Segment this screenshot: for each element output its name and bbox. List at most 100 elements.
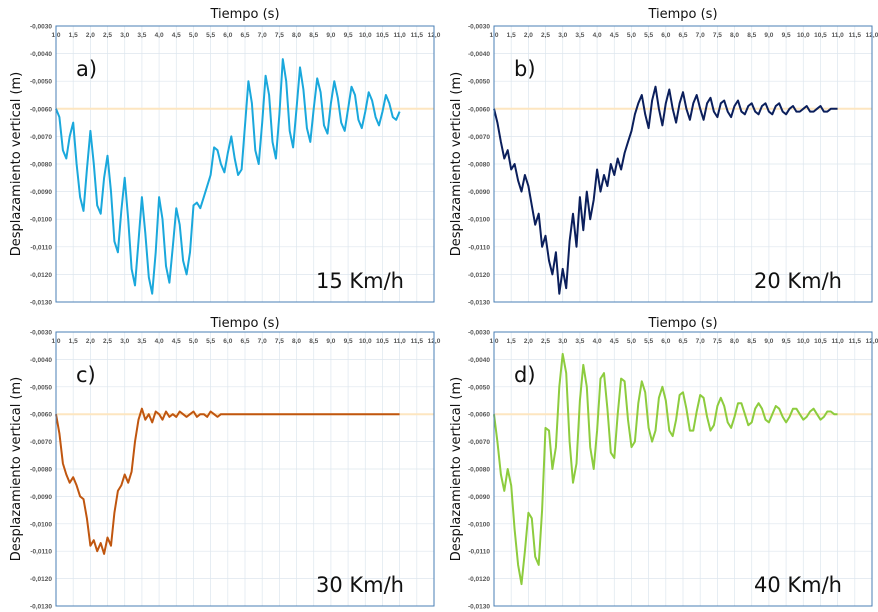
y-tick-label: -0,0090 (30, 494, 52, 501)
y-tick-label: -0,0100 (468, 217, 490, 224)
y-tick-label: -0,0130 (30, 300, 52, 307)
x-tick-label: 8,0 (292, 338, 301, 345)
y-tick-label: -0,0110 (30, 549, 52, 556)
x-tick-label: 9,5 (782, 338, 791, 345)
x-tick-label: 11,5 (411, 338, 424, 345)
x-tick-label: 4,5 (610, 338, 619, 345)
y-tick-label: -0,0110 (30, 244, 52, 251)
y-tick-label: -0,0130 (30, 604, 52, 611)
x-tick-label: 11,0 (393, 338, 406, 345)
y-tick-label: -0,0120 (468, 272, 490, 279)
x-tick-label: 4,0 (155, 338, 164, 345)
x-tick-label: 7,0 (696, 32, 705, 39)
y-tick-label: -0,0110 (468, 549, 490, 556)
y-tick-label: -0,0090 (30, 189, 52, 196)
x-tick-label: 3,5 (137, 32, 146, 39)
x-tick-label: 2,5 (103, 338, 112, 345)
x-tick-label: 7,0 (258, 32, 267, 39)
x-tick-label: 1,5 (507, 32, 516, 39)
chart-title: Tiempo (s) (209, 316, 279, 331)
x-tick-label: 8,5 (747, 338, 756, 345)
x-tick-label: 5,0 (189, 338, 198, 345)
x-tick-label: 2,5 (541, 32, 550, 39)
x-tick-label: 7,5 (275, 338, 284, 345)
x-tick-label: 10,0 (359, 338, 372, 345)
x-tick-label: 3,5 (575, 338, 584, 345)
y-tick-label: -0,0040 (30, 51, 52, 58)
y-tick-label: -0,0040 (468, 51, 490, 58)
y-tick-label: -0,0130 (468, 604, 490, 611)
x-tick-label: 1,5 (69, 338, 78, 345)
y-tick-label: -0,0080 (30, 162, 52, 169)
x-tick-label: 8,0 (730, 32, 739, 39)
panel-label: b) (514, 57, 536, 81)
chart-panel-3: 1,0 1,5 2,0 2,5 3,0 3,5 4,0 4,5 5,0 5,5 6,0 6,5 7,0 7… (9, 316, 441, 611)
y-tick-label: -0,0060 (468, 412, 490, 419)
series-line (55, 407, 400, 555)
x-tick-label: 7,5 (275, 32, 284, 39)
y-tick-label: -0,0090 (468, 189, 490, 196)
x-tick-label: 6,0 (223, 32, 232, 39)
x-tick-label: 2,5 (541, 338, 550, 345)
y-tick-label: -0,0030 (30, 24, 52, 31)
y-tick-label: -0,0050 (468, 384, 490, 391)
x-tick-label: 1,5 (507, 338, 516, 345)
x-tick-label: 11,0 (831, 338, 844, 345)
x-tick-label: 3,5 (575, 32, 584, 39)
x-tick-label: 8,0 (730, 338, 739, 345)
x-tick-label: 5,5 (206, 32, 215, 39)
y-axis-label: Desplazamiento vertical (m) (449, 72, 464, 257)
y-tick-label: -0,0070 (468, 439, 490, 446)
x-tick-label: 6,5 (240, 338, 249, 345)
x-tick-label: 4,0 (155, 32, 164, 39)
y-tick-label: -0,0120 (468, 576, 490, 583)
y-axis-label: Desplazamiento vertical (m) (9, 72, 24, 257)
x-tick-label: 6,5 (678, 32, 687, 39)
y-tick-label: -0,0080 (468, 162, 490, 169)
y-axis-label: Desplazamiento vertical (m) (449, 377, 464, 562)
panel-label: a) (76, 57, 97, 81)
y-axis-label: Desplazamiento vertical (m) (9, 377, 24, 562)
speed-annotation: 30 Km/h (316, 573, 404, 597)
x-tick-label: 5,5 (206, 338, 215, 345)
x-tick-label: 4,0 (593, 338, 602, 345)
x-tick-label: 11,0 (393, 32, 406, 39)
x-tick-label: 6,0 (223, 338, 232, 345)
x-tick-label: 5,5 (644, 32, 653, 39)
x-tick-label: 9,0 (326, 338, 335, 345)
y-tick-label: -0,0090 (468, 494, 490, 501)
chart-panel-4: 1,0 1,5 2,0 2,5 3,0 3,5 4,0 4,5 5,0 5,5 6,0 6,5 7,0 7… (449, 316, 878, 611)
y-tick-label: -0,0130 (468, 300, 490, 307)
y-tick-label: -0,0110 (468, 244, 490, 251)
plot-frame (55, 331, 435, 607)
speed-annotation: 20 Km/h (754, 269, 842, 293)
y-tick-label: -0,0100 (30, 217, 52, 224)
y-tick-label: -0,0050 (468, 79, 490, 86)
x-tick-label: 11,5 (849, 338, 862, 345)
x-tick-label: 5,0 (627, 338, 636, 345)
y-tick-label: -0,0070 (30, 439, 52, 446)
x-tick-label: 8,5 (309, 338, 318, 345)
chart-title: Tiempo (s) (647, 7, 717, 22)
y-tick-label: -0,0050 (30, 79, 52, 86)
x-tick-label: 8,0 (292, 32, 301, 39)
x-tick-label: 7,0 (258, 338, 267, 345)
x-tick-label: 2,0 (86, 32, 95, 39)
x-tick-label: 7,5 (713, 32, 722, 39)
x-tick-label: 3,5 (137, 338, 146, 345)
y-tick-label: -0,0100 (30, 521, 52, 528)
y-tick-label: -0,0060 (30, 106, 52, 113)
x-tick-label: 8,5 (309, 32, 318, 39)
x-tick-label: 9,0 (764, 32, 773, 39)
y-tick-label: -0,0030 (468, 330, 490, 337)
y-tick-label: -0,0050 (30, 384, 52, 391)
x-tick-label: 9,0 (326, 32, 335, 39)
y-tick-label: -0,0080 (468, 467, 490, 474)
x-tick-label: 3,0 (558, 338, 567, 345)
x-tick-label: 2,0 (524, 338, 533, 345)
x-tick-label: 5,0 (627, 32, 636, 39)
x-tick-label: 10,0 (359, 32, 372, 39)
series-line (493, 352, 838, 586)
y-tick-label: -0,0040 (468, 357, 490, 364)
